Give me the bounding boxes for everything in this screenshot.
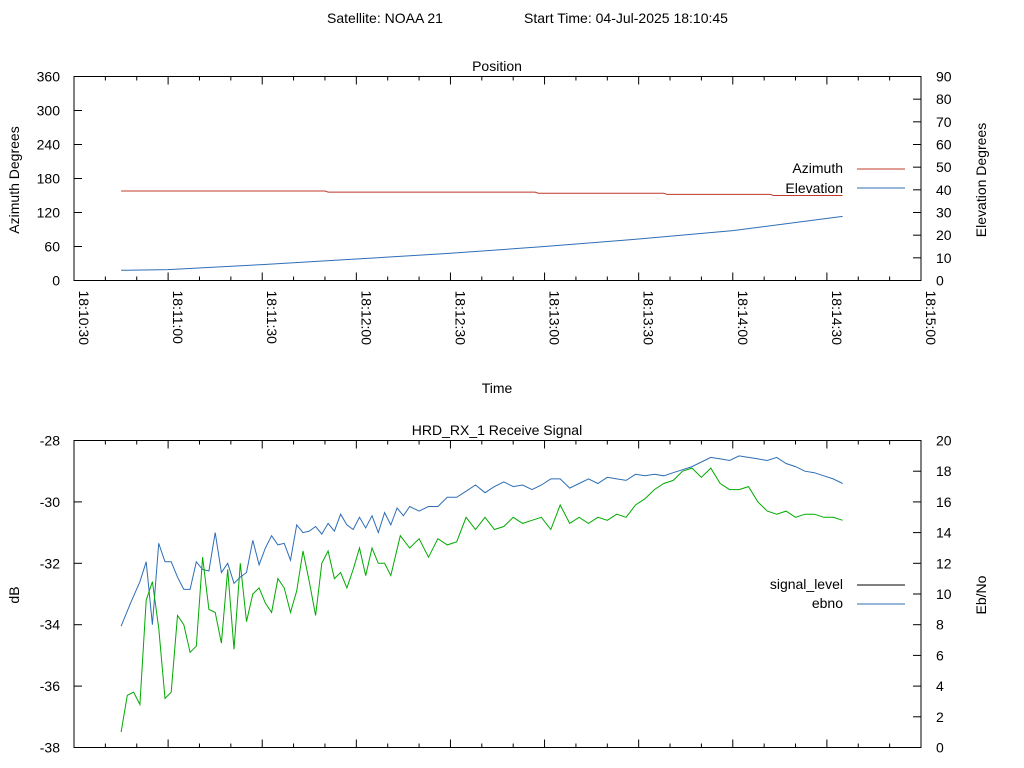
azimuth-axis-tick-label: 360 <box>37 69 61 85</box>
position-chart-title: Position <box>472 58 522 74</box>
elevation-axis-tick-label: 20 <box>936 227 952 243</box>
ebno-axis-tick-label: 0 <box>936 740 944 756</box>
x-tick-label: 18:13:00 <box>547 291 563 346</box>
azimuth-axis-tick-label: 0 <box>52 273 60 289</box>
ebno-axis-tick-label: 6 <box>936 647 944 663</box>
elevation-axis-tick-label: 80 <box>936 91 952 107</box>
x-tick-label: 18:11:30 <box>264 291 280 345</box>
ebno-axis-tick-label: 2 <box>936 709 944 725</box>
x-tick-label: 18:12:00 <box>358 291 374 346</box>
ebno-axis-tick-label: 14 <box>936 525 952 541</box>
elevation-axis-tick-label: 60 <box>936 137 952 153</box>
signal-green-series-line <box>120 467 843 733</box>
ebno-axis-tick-label: 10 <box>936 586 952 602</box>
ebno-axis-tick-label: 12 <box>936 555 952 571</box>
azimuth-axis-tick-label: 300 <box>37 103 61 119</box>
signal-y-axis-label: dB <box>6 586 22 603</box>
signal-plot-frame <box>73 440 922 748</box>
db-axis-tick-label: -36 <box>40 678 60 694</box>
elevation-axis-tick-label: 0 <box>936 273 944 289</box>
elevation-series-line <box>121 215 843 271</box>
db-axis-tick-label: -38 <box>40 740 60 756</box>
legend-ebno-label: ebno <box>812 595 843 611</box>
elevation-axis-tick-label: 40 <box>936 182 952 198</box>
elevation-axis-tick-label: 10 <box>936 250 952 266</box>
signal-series <box>120 455 843 733</box>
signal-x-axis <box>73 440 922 748</box>
ebno-axis-tick-label: 4 <box>936 678 944 694</box>
elevation-axis-tick-label: 50 <box>936 159 952 175</box>
position-chart: Position 0 60 120 180 240 300 360 0 10 20 30 40 50 6… <box>6 58 989 396</box>
position-x-axis-label: Time <box>482 380 513 396</box>
position-x-axis: 18:10:30 18:11:00 18:11:30 18:12:00 18:12:30… <box>73 76 939 346</box>
x-tick-label: 18:14:00 <box>735 291 751 346</box>
azimuth-axis-tick-label: 120 <box>37 205 61 221</box>
legend-azimuth-label: Azimuth <box>792 160 843 176</box>
signal-chart-title: HRD_RX_1 Receive Signal <box>412 422 582 438</box>
ebno-axis-tick-label: 18 <box>936 463 952 479</box>
position-y-axis: 0 60 120 180 240 300 360 <box>37 69 82 289</box>
ebno-axis-tick-label: 20 <box>936 433 952 449</box>
x-tick-label: 18:13:30 <box>641 291 657 346</box>
db-axis-tick-label: -28 <box>40 433 60 449</box>
x-tick-label: 18:15:00 <box>923 291 939 346</box>
signal-legend: signal_level ebno <box>770 576 905 611</box>
x-tick-label: 18:14:30 <box>829 291 845 346</box>
azimuth-axis-tick-label: 180 <box>37 171 61 187</box>
ebno-series-line <box>120 455 843 627</box>
satellite-label: Satellite: NOAA 21 <box>327 10 443 26</box>
azimuth-series-line <box>121 190 843 196</box>
signal-y2-axis-label: Eb/No <box>973 575 989 614</box>
position-y2-axis-label: Elevation Degrees <box>973 123 989 237</box>
position-y2-axis: 0 10 20 30 40 50 60 70 80 90 <box>913 69 952 289</box>
x-tick-label: 18:11:00 <box>170 291 186 345</box>
azimuth-axis-tick-label: 240 <box>37 137 61 153</box>
azimuth-axis-tick-label: 60 <box>44 239 60 255</box>
signal-y-axis: -38 -36 -34 -32 -30 -28 <box>40 433 82 756</box>
position-series <box>121 190 843 271</box>
elevation-axis-tick-label: 30 <box>936 205 952 221</box>
legend-signal-level-label: signal_level <box>770 576 843 592</box>
signal-chart: HRD_RX_1 Receive Signal -38-36-34-32-30-… <box>6 422 989 756</box>
position-legend: Azimuth Elevation <box>785 160 905 196</box>
x-tick-label: 18:10:30 <box>76 291 92 346</box>
ebno-axis-tick-label: 16 <box>936 494 952 510</box>
start-time-label: Start Time: 04-Jul-2025 18:10:45 <box>524 10 728 26</box>
x-tick-label: 18:12:30 <box>452 291 468 346</box>
elevation-axis-tick-label: 90 <box>936 69 952 85</box>
db-axis-tick-label: -34 <box>40 617 60 633</box>
elevation-axis-tick-label: 70 <box>936 114 952 130</box>
db-axis-tick-label: -32 <box>40 555 60 571</box>
legend-elevation-label: Elevation <box>785 180 843 196</box>
db-axis-tick-label: -30 <box>40 494 60 510</box>
signal-y2-axis: 0 2 4 6 8 10 12 14 16 18 20 <box>913 433 952 756</box>
ebno-axis-tick-label: 8 <box>936 617 944 633</box>
position-y-axis-label: Azimuth Degrees <box>6 126 22 233</box>
